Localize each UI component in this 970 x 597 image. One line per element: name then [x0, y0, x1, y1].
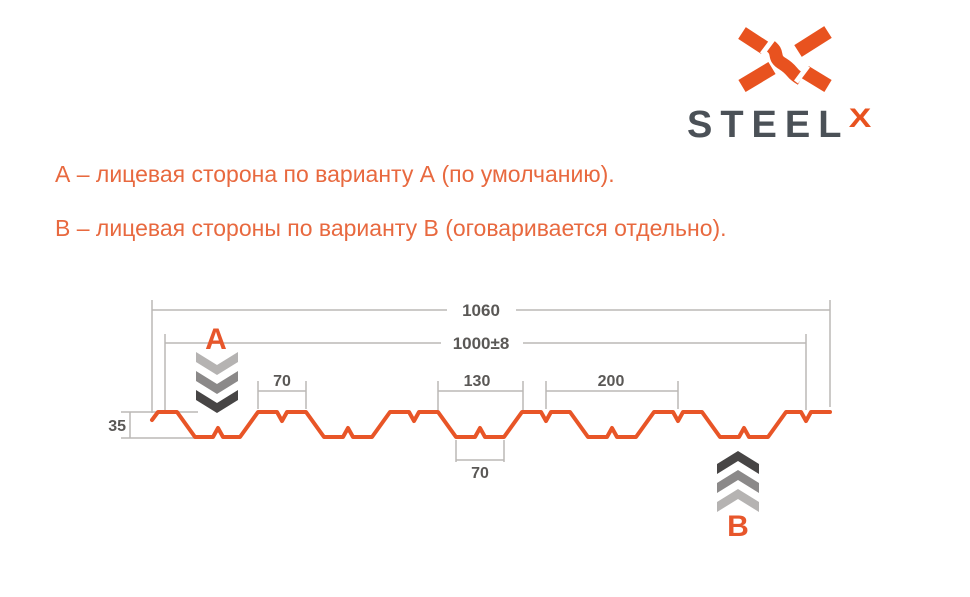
- dimension-total-width: 1060: [152, 301, 830, 320]
- chevron-down-icon: [196, 352, 238, 375]
- side-a-label: A: [205, 323, 227, 356]
- logo-arm-bottom-right: [801, 66, 832, 92]
- side-b-label: B: [727, 510, 749, 543]
- dim-label-valley-bottom: 70: [471, 465, 489, 482]
- dim-label-working-width: 1000±8: [453, 334, 510, 353]
- logo-center-ribbon: [764, 39, 805, 85]
- chevron-down-icon: [196, 371, 238, 394]
- note-variant-a: А – лицевая сторона по варианту А (по ум…: [55, 161, 615, 187]
- dimension-working-width: 1000±8: [165, 334, 806, 353]
- logo-gap: [794, 64, 810, 84]
- dim-label-rib-top: 70: [273, 373, 291, 390]
- logo-arm-top-left: [738, 27, 769, 54]
- chevron-up-icon: [717, 470, 759, 493]
- side-b-marker: B: [717, 451, 759, 543]
- dim-label-valley-top: 130: [464, 373, 491, 390]
- dim-label-total-width: 1060: [462, 301, 500, 320]
- chevron-down-icon: [196, 390, 238, 413]
- brand-name: STEEL: [687, 104, 850, 146]
- steelx-logo-icon: [738, 26, 832, 93]
- dim-label-profile-height: 35: [108, 418, 126, 435]
- logo-gap: [760, 36, 776, 56]
- dimension-valley-bottom: 70: [455, 440, 505, 482]
- extension-lines: [151, 300, 831, 413]
- dimension-profile-height: 35: [108, 411, 198, 439]
- side-a-marker: A: [196, 323, 238, 413]
- brand-x-superscript: X: [849, 103, 872, 133]
- note-variant-b: В – лицевая стороны по варианту В (огова…: [55, 215, 727, 241]
- logo-arm-top-right: [794, 26, 832, 57]
- dimension-module-pitch: 200: [545, 373, 679, 409]
- profile-outline: [150, 410, 832, 439]
- dimension-valley-top: 130: [437, 373, 524, 410]
- chevron-up-icon: [717, 451, 759, 474]
- dim-label-module-pitch: 200: [598, 373, 625, 390]
- chevron-up-icon: [717, 489, 759, 512]
- logo-arm-bottom-left: [738, 61, 776, 93]
- dimension-rib-top: 70: [257, 373, 307, 409]
- brand-wordmark: STEELX: [687, 103, 872, 146]
